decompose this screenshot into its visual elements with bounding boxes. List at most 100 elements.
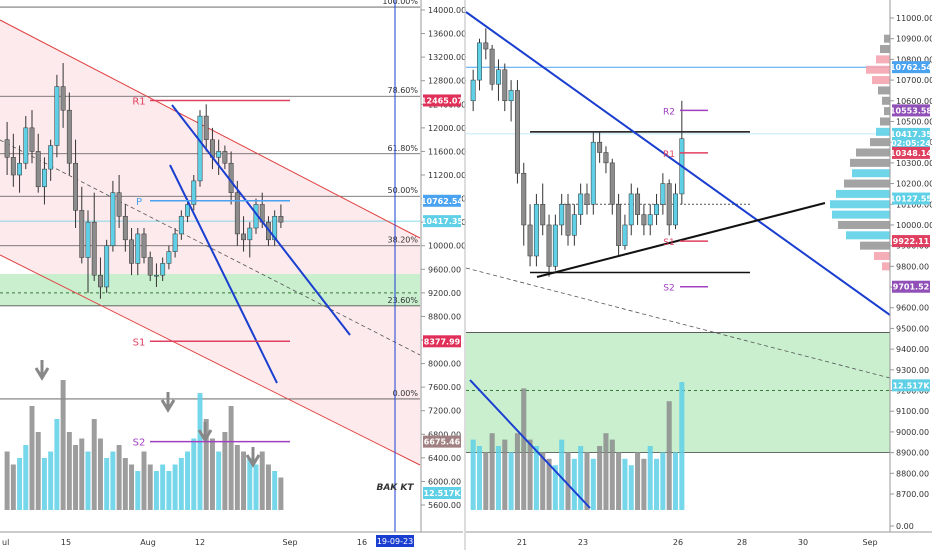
fib-level-label: 78.60%	[387, 86, 418, 95]
volume-bar	[147, 464, 153, 510]
volume-profile-bar	[850, 158, 890, 167]
volume-bar	[533, 446, 539, 510]
trendline-descending	[465, 11, 891, 316]
candle-body	[660, 183, 666, 205]
volume-profile-bar	[844, 179, 890, 188]
left-chart-panel[interactable]: 100.00% 78.60% 61.80% 50.00% 38.20% 23.60% 0.0…	[0, 0, 466, 547]
channel-mid-line	[0, 139, 421, 356]
candle-body	[42, 168, 47, 188]
candle-body	[527, 224, 533, 257]
volume-bar	[23, 445, 29, 510]
volume-profile-bar	[852, 169, 890, 178]
candle-body	[35, 151, 41, 188]
price-tick-label: 8000.00	[428, 360, 461, 369]
volume-profile-bar	[878, 86, 890, 95]
volume-bar	[197, 393, 203, 510]
candle-body	[609, 162, 615, 205]
volume-bar	[578, 446, 584, 510]
volume-profile-bar	[832, 210, 890, 219]
price-tick-label: 6400.00	[428, 454, 461, 463]
candle-body	[216, 151, 222, 158]
price-badge-bg	[892, 127, 930, 140]
volume-bar	[259, 451, 265, 510]
last-price-badge: 10417.35	[421, 217, 463, 226]
volume-bar	[527, 439, 533, 510]
candle-body	[559, 204, 565, 226]
volume-bar	[178, 458, 184, 510]
price-badge-bg	[423, 335, 461, 348]
candle-body	[60, 86, 66, 111]
price-badge-text: 10348.14	[890, 149, 932, 158]
candle-body	[66, 109, 72, 164]
volume-profile-bar	[866, 65, 890, 74]
volume-bar	[91, 419, 97, 510]
down-arrow-icon	[245, 447, 261, 468]
candle-body	[495, 69, 501, 85]
candle-body	[17, 162, 22, 176]
time-tick-label: Sep	[282, 538, 297, 547]
volume-profile-bar	[874, 252, 890, 260]
volume-profile-bar	[882, 262, 890, 271]
candle-body	[73, 162, 78, 211]
price-badge-bg	[892, 192, 930, 205]
price-badge-text: 6675.46	[424, 438, 461, 447]
volume-bar	[470, 439, 476, 510]
price-tick-label: 9000.00	[896, 428, 929, 437]
volume-bar	[672, 452, 679, 510]
time-tick-label: Aug	[140, 538, 156, 547]
volume-bar	[559, 439, 565, 510]
trendline-upper	[171, 104, 351, 336]
volume-bar	[203, 419, 209, 510]
pivot-label: S2	[663, 284, 674, 294]
volume-bar	[234, 445, 240, 510]
candle-body	[172, 233, 178, 252]
candle-body	[23, 127, 29, 164]
candle-body	[166, 251, 172, 264]
volume-profile-bar	[882, 96, 890, 105]
support-zone	[0, 274, 420, 306]
candle-body	[203, 115, 209, 140]
candle-body	[603, 152, 609, 164]
volume-bar	[135, 471, 141, 510]
price-tick-label: 8800.00	[896, 469, 929, 478]
price-badge-text: 10762.54	[890, 63, 932, 72]
price-tick-label: 10700.00	[896, 76, 932, 85]
time-tick-label: 23	[578, 538, 588, 547]
price-badge-bg	[892, 379, 930, 392]
price-tick-label: 8800.00	[428, 312, 461, 321]
price-badge-text: 12.517K	[892, 381, 930, 390]
time-tick-label: 28	[737, 538, 747, 547]
pivot-label: R2	[663, 107, 675, 117]
volume-bar	[552, 465, 558, 510]
candle-body	[48, 145, 54, 170]
price-tick-label: 5600.00	[428, 501, 461, 510]
volume-bar	[489, 433, 495, 510]
volume-bar	[521, 388, 527, 510]
volume-bar	[565, 452, 571, 510]
volume-bar	[476, 446, 483, 510]
price-tick-label: 7200.00	[428, 407, 461, 416]
right-support-zone	[466, 332, 890, 453]
price-badge-bg	[423, 435, 461, 448]
volume-bar	[79, 438, 85, 510]
volume-bar	[654, 458, 660, 510]
volume-bar	[272, 471, 278, 510]
price-tick-label: 6000.00	[428, 477, 461, 486]
volume-bar	[590, 458, 596, 510]
volume-bar	[153, 471, 159, 510]
volume-bar	[60, 380, 66, 510]
volume-bar	[241, 451, 247, 510]
price-badge-text: 10127.55	[890, 195, 932, 204]
candle-body	[222, 151, 228, 164]
candle-body	[489, 48, 495, 85]
time-tick-label: 21	[517, 538, 527, 547]
candle-body	[540, 204, 546, 226]
price-tick-label: 6800.00	[428, 430, 461, 439]
channel-lower-line	[0, 254, 421, 466]
candle-body	[578, 193, 584, 215]
price-badge-bg	[892, 146, 930, 159]
last-price-badge-bg	[423, 215, 461, 228]
right-chart-panel[interactable]: R2 R1 S1 S2 11000.00 10900.00 10800.00 10700.00…	[464, 0, 932, 550]
candle-body	[533, 204, 539, 257]
